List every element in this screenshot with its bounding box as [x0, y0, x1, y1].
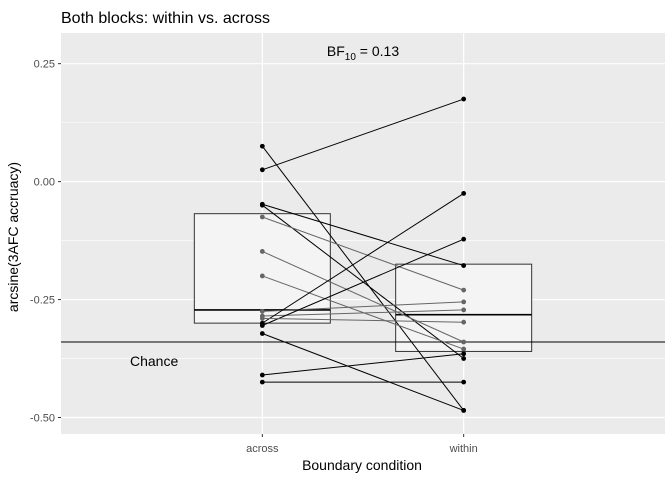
y-tick-label: -0.50: [30, 412, 55, 424]
data-point-within: [461, 287, 467, 293]
minor-gridlines: [61, 122, 665, 359]
y-tick-label: 0.25: [34, 59, 55, 71]
pair-line: [262, 309, 464, 317]
data-point-within: [461, 299, 467, 305]
bf-base: BF: [327, 43, 345, 59]
data-point-across: [259, 202, 265, 208]
data-point-within: [461, 319, 467, 325]
data-point-within: [461, 191, 467, 196]
data-point-within: [461, 351, 467, 357]
data-point-within: [461, 356, 467, 361]
major-gridlines: [61, 33, 665, 434]
x-tick-label: within: [449, 443, 478, 455]
data-point-across: [259, 323, 265, 328]
paired-lines: [261, 98, 465, 411]
data-point-within: [461, 96, 467, 102]
data-point-across: [259, 249, 265, 254]
pair-line: [262, 192, 464, 324]
y-tick-label: 0.00: [34, 177, 55, 189]
data-point-across: [259, 331, 265, 336]
x-axis-label: Boundary condition: [302, 457, 422, 473]
data-point-across: [259, 372, 265, 378]
pair-line: [262, 301, 464, 312]
pair-line: [262, 216, 464, 291]
data-point-within: [461, 379, 467, 385]
pair-line: [262, 333, 464, 411]
y-axis-label: arcsine(3AFC accruacy): [5, 162, 21, 312]
pair-line: [261, 145, 465, 411]
pair-line: [262, 98, 464, 171]
pair-line: [262, 203, 464, 267]
pair-line: [262, 353, 464, 376]
chart-title: Both blocks: within vs. across: [61, 10, 270, 27]
x-axis-ticks: across within: [246, 434, 478, 455]
data-points: [259, 96, 467, 413]
x-tick-label: across: [246, 443, 279, 455]
plot-panel: [61, 33, 665, 434]
bf-subscript: 10: [345, 52, 357, 63]
bf-value: = 0.13: [356, 43, 399, 59]
data-point-across: [259, 214, 265, 220]
pair-line: [262, 250, 464, 343]
summary-box: [193, 213, 331, 324]
data-point-across: [259, 316, 265, 321]
data-point-across: [259, 379, 265, 385]
data-point-within: [461, 408, 467, 413]
bayes-factor-annotation: BF10 = 0.13: [327, 43, 399, 63]
data-point-across: [259, 308, 265, 314]
data-point-within: [461, 307, 467, 313]
data-point-across: [259, 143, 265, 149]
y-axis-ticks: 0.25 0.00 -0.25 -0.50: [30, 59, 61, 424]
data-point-within: [461, 263, 467, 268]
y-tick-label: -0.25: [30, 295, 55, 307]
data-point-within: [461, 236, 467, 242]
chance-label: Chance: [130, 353, 178, 369]
data-point-across: [259, 167, 265, 173]
pair-line: [262, 238, 464, 326]
data-point-within: [461, 339, 467, 345]
data-point-within: [461, 346, 467, 352]
pair-line: [262, 317, 464, 323]
data-point-across: [259, 273, 265, 279]
